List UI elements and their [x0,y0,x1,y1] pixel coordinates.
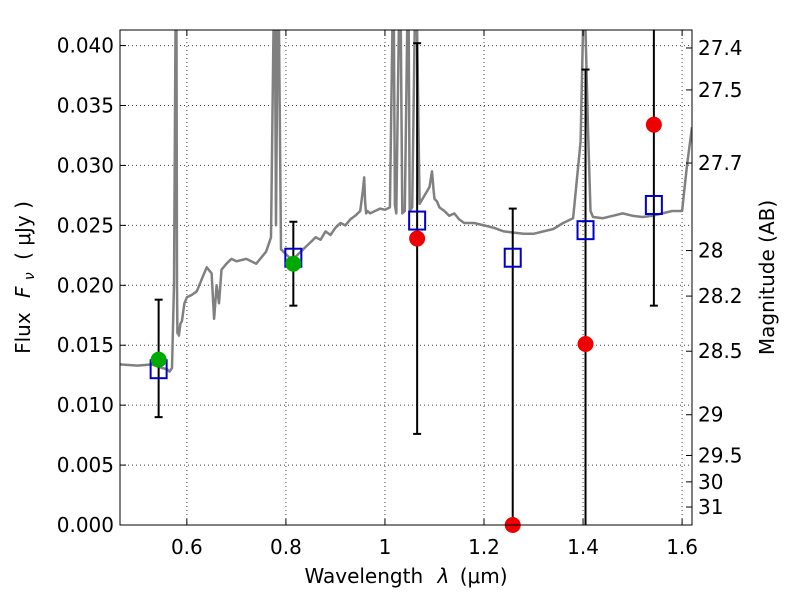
y2-tick-label: 30 [698,470,723,494]
x-axis-title-unit: (μm) [460,564,508,588]
x-tick-label: 1.4 [567,535,599,559]
y-axis-title-subscript: ν [22,272,38,280]
x-tick-label: 0.6 [171,535,203,559]
flux-point [285,255,302,272]
y-tick-label: 0.035 [57,94,114,118]
x-axis-title: Wavelength λ (μm) [304,564,507,588]
y-axis-title-unit: ( μJy ) [11,201,35,260]
x-tick-label: 1 [379,535,392,559]
y-tick-label: 0.000 [57,513,114,537]
y-axis-title-prefix: Flux [11,312,35,354]
ticks: 0.6 0.8 1 1.2 1.4 1.6 0.000 0.005 0.010 0.015 0.02… [57,30,743,559]
y2-tick-label: 28.5 [698,339,743,363]
plot-frame [119,29,693,526]
y-tick-label: 0.040 [57,34,114,58]
y2-tick-label: 28 [698,239,723,263]
markers-layer [149,116,663,533]
y2-tick-label: 27.5 [698,78,743,102]
y2-tick-label: 27.7 [698,151,743,175]
y-tick-label: 0.025 [57,213,114,237]
y-tick-label: 0.030 [57,153,114,177]
x-tick-label: 1.6 [666,535,698,559]
spectrum-line [120,30,692,373]
model-square [644,194,663,215]
x-axis-title-prefix: Wavelength [304,564,423,588]
x-tick-label: 0.8 [270,535,302,559]
y-tick-label: 0.020 [57,273,114,297]
y2-tick-label: 27.4 [698,36,743,60]
flux-point [645,116,662,133]
y2-tick-label: 29.5 [698,443,743,467]
flux-point [409,230,426,247]
flux-point [150,351,167,368]
flux-point [577,336,594,353]
y-tick-label: 0.015 [57,333,114,357]
x-tick-label: 1.2 [468,535,500,559]
y2-axis-title: Magnitude (AB) [755,200,779,355]
y-axis-title-symbol: F [11,286,35,298]
y2-tick-label: 29 [698,403,723,427]
model-square [576,220,595,241]
model-square [503,247,522,268]
spectrum-layer [120,30,692,373]
model-square [408,210,427,231]
y-axis-title: Flux F ν ( μJy ) [11,201,39,354]
y2-tick-label: 28.2 [698,284,743,308]
x-axis-title-symbol: λ [437,564,450,588]
y-tick-label: 0.010 [57,393,114,417]
y-tick-label: 0.005 [57,453,114,477]
y2-tick-label: 31 [698,495,723,519]
